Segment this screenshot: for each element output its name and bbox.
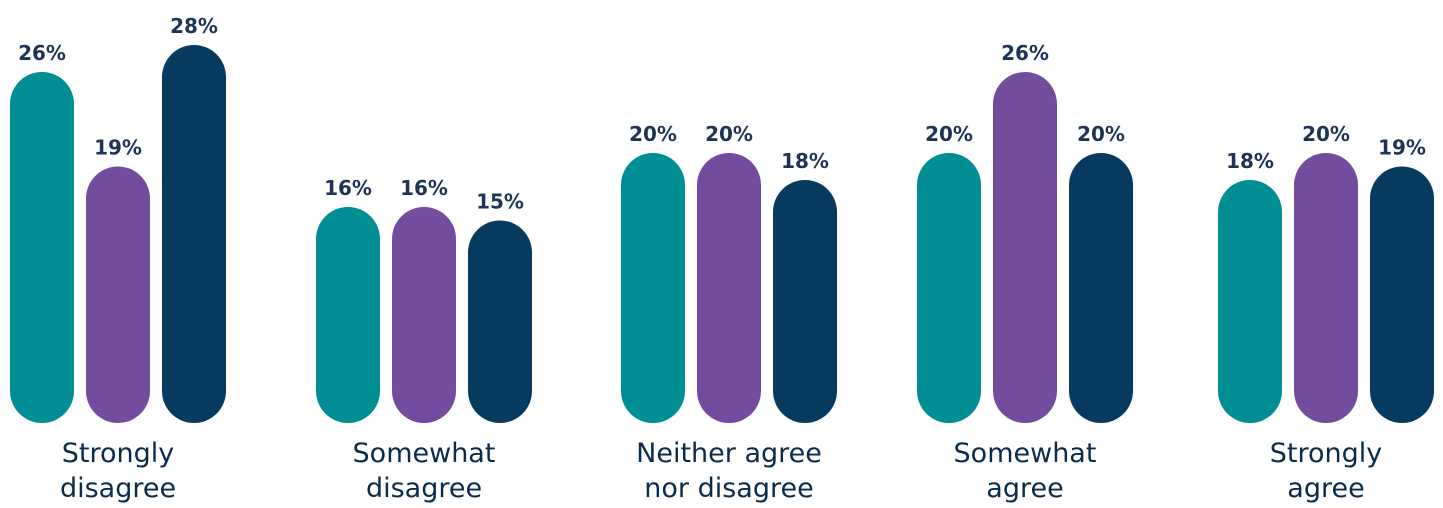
bar	[392, 207, 456, 423]
bar-group: 16% 16% 15% Somewhat disagree	[316, 176, 532, 504]
bar	[993, 72, 1057, 423]
category-label: disagree	[60, 473, 176, 504]
bar-group: 20% 26% 20% Somewhat agree	[917, 41, 1133, 504]
bar	[86, 166, 150, 423]
bar-value-label: 20%	[705, 122, 753, 146]
category-label: Somewhat	[954, 438, 1097, 469]
category-label: agree	[1287, 473, 1364, 504]
bar	[162, 45, 226, 423]
bar	[621, 153, 685, 423]
bar	[1294, 153, 1358, 423]
bar-value-label: 26%	[1001, 41, 1049, 65]
category-label: Somewhat	[353, 438, 496, 469]
bar-value-label: 20%	[1302, 122, 1350, 146]
bar-value-label: 20%	[1077, 122, 1125, 146]
bar-group: 18% 20% 19% Strongly agree	[1218, 122, 1434, 504]
bar-value-label: 20%	[629, 122, 677, 146]
bar-value-label: 26%	[18, 41, 66, 65]
bar	[773, 180, 837, 423]
category-label: agree	[986, 473, 1063, 504]
category-label: disagree	[366, 473, 482, 504]
bar-value-label: 15%	[476, 190, 524, 214]
category-label: Neither agree	[636, 438, 822, 469]
bar	[1218, 180, 1282, 423]
bar-value-label: 16%	[324, 176, 372, 200]
bar-value-label: 18%	[781, 149, 829, 173]
bar	[316, 207, 380, 423]
bar-value-label: 19%	[1378, 136, 1426, 160]
bar-value-label: 18%	[1226, 149, 1274, 173]
bar-value-label: 19%	[94, 136, 142, 160]
bar	[917, 153, 981, 423]
bar	[1069, 153, 1133, 423]
bar	[697, 153, 761, 423]
bar-group: 20% 20% 18% Neither agree nor disagree	[621, 122, 837, 504]
bar-value-label: 20%	[925, 122, 973, 146]
bar	[468, 220, 532, 423]
bar-value-label: 16%	[400, 176, 448, 200]
bar-value-label: 28%	[170, 14, 218, 38]
bar	[10, 72, 74, 423]
category-label: nor disagree	[644, 473, 813, 504]
category-label: Strongly	[1270, 438, 1383, 469]
category-label: Strongly	[62, 438, 175, 469]
bar-group: 26% 19% 28% Strongly disagree	[10, 14, 226, 504]
bar	[1370, 166, 1434, 423]
